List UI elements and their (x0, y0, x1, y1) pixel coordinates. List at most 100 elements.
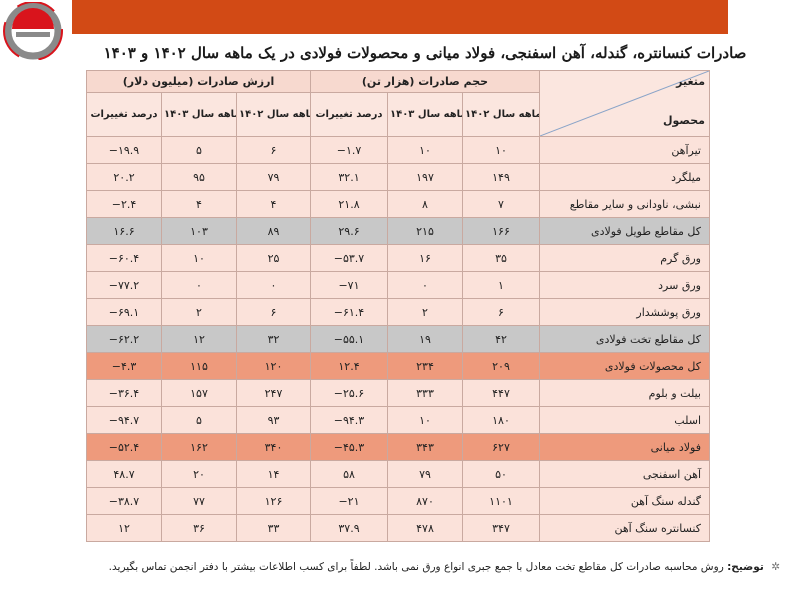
product-name-cell: ورق سرد (539, 271, 710, 299)
table-row: −۴.۳ ۱۱۵ ۱۲۰ ۱۲.۴ ۲۳۴ ۲۰۹ کل محصولات فولادی (86, 352, 710, 380)
value-1402-cell: ۸۹ (236, 217, 311, 245)
product-name-cell: کل مقاطع طویل فولادی (539, 217, 710, 245)
volume-change-cell: ۵۸ (310, 460, 388, 488)
value-change-cell: −۳۸.۷ (86, 487, 162, 515)
volume-1403-cell: ۳۳۳ (387, 379, 463, 407)
volume-1403-cell: ۸۷۰ (387, 487, 463, 515)
volume-1402-cell: ۱۶۶ (462, 217, 540, 245)
product-name-cell: نبشی، ناودانی و سایر مقاطع (539, 190, 710, 218)
volume-change-cell: ۲۱.۸ (310, 190, 388, 218)
table-row: −۷۷.۲ ۰ ۰ −۷۱ ۰ ۱ ورق سرد (86, 271, 710, 299)
volume-change-cell: −۱.۷ (310, 136, 388, 164)
value-1403-cell: ۱۰۳ (161, 217, 237, 245)
volume-change-cell: −۵۳.۷ (310, 244, 388, 272)
table-row: −۹۴.۷ ۵ ۹۳ −۹۴.۳ ۱۰ ۱۸۰ اسلب (86, 406, 710, 434)
volume-1403-cell: ۲۱۵ (387, 217, 463, 245)
volume-1402-cell: ۵۰ (462, 460, 540, 488)
volume-change-cell: −۴۵.۳ (310, 433, 388, 461)
product-label: محصول (662, 114, 705, 127)
value-change-cell: −۲.۴ (86, 190, 162, 218)
footnote: ✲ توضیح: روش محاسبه صادرات کل مقاطع تخت … (20, 557, 780, 579)
value-1403-cell: ۰ (161, 271, 237, 299)
product-name-cell: آهن اسفنجی (539, 460, 710, 488)
product-name-cell: کنسانتره سنگ آهن (539, 514, 710, 542)
product-name-cell: فولاد میانی (539, 433, 710, 461)
value-1403-header: یک ماهه سال ۱۴۰۳ (161, 92, 237, 137)
volume-change-cell: −۵۵.۱ (310, 325, 388, 353)
table-row: ۴۸.۷ ۲۰ ۱۴ ۵۸ ۷۹ ۵۰ آهن اسفنجی (86, 460, 710, 488)
value-change-cell: −۶۰.۴ (86, 244, 162, 272)
volume-1403-cell: ۱۶ (387, 244, 463, 272)
volume-1402-cell: ۱۰ (462, 136, 540, 164)
value-change-cell: ۱۲ (86, 514, 162, 542)
value-1402-cell: ۱۲۰ (236, 352, 311, 380)
volume-1402-cell: ۱۸۰ (462, 406, 540, 434)
volume-1402-cell: ۴۴۷ (462, 379, 540, 407)
volume-1403-cell: ۲۳۴ (387, 352, 463, 380)
value-change-cell: −۳۶.۴ (86, 379, 162, 407)
volume-change-cell: ۳۲.۱ (310, 163, 388, 191)
volume-1402-cell: ۷ (462, 190, 540, 218)
value-1403-cell: ۱۵۷ (161, 379, 237, 407)
volume-change-cell: ۱۲.۴ (310, 352, 388, 380)
volume-change-cell: −۲۵.۶ (310, 379, 388, 407)
product-name-cell: ورق پوششدار (539, 298, 710, 326)
value-change-cell: −۵۲.۴ (86, 433, 162, 461)
variable-label: متغیر (676, 75, 705, 88)
volume-1403-cell: ۷۹ (387, 460, 463, 488)
volume-1402-cell: ۱ (462, 271, 540, 299)
value-1402-cell: ۷۹ (236, 163, 311, 191)
top-accent-bar (72, 0, 728, 34)
value-change-cell: −۷۷.۲ (86, 271, 162, 299)
value-1402-header: یک ماهه سال ۱۴۰۲ (236, 92, 311, 137)
footnote-lead: توضیح: (727, 561, 764, 573)
table-row: −۳۸.۷ ۷۷ ۱۲۶ −۲۱ ۸۷۰ ۱۱۰۱ گندله سنگ آهن (86, 487, 710, 515)
value-1402-cell: ۰ (236, 271, 311, 299)
value-change-cell: −۱۹.۹ (86, 136, 162, 164)
table-row: −۱۹.۹ ۵ ۶ −۱.۷ ۱۰ ۱۰ تیرآهن (86, 136, 710, 164)
value-change-cell: −۶۹.۱ (86, 298, 162, 326)
table-row: ۱۲ ۳۶ ۳۳ ۳۷.۹ ۴۷۸ ۳۴۷ کنسانتره سنگ آهن (86, 514, 710, 542)
volume-1403-cell: ۱۹۷ (387, 163, 463, 191)
value-1402-cell: ۹۳ (236, 406, 311, 434)
volume-1402-cell: ۶ (462, 298, 540, 326)
volume-change-cell: ۲۹.۶ (310, 217, 388, 245)
table-row: −۶۹.۱ ۲ ۶ −۶۱.۴ ۲ ۶ ورق پوششدار (86, 298, 710, 326)
product-name-cell: اسلب (539, 406, 710, 434)
value-change-cell: ۲۰.۲ (86, 163, 162, 191)
table-row: ۱۶.۶ ۱۰۳ ۸۹ ۲۹.۶ ۲۱۵ ۱۶۶ کل مقاطع طویل فولادی (86, 217, 710, 245)
association-logo-icon (2, 1, 64, 61)
value-1402-cell: ۳۳ (236, 514, 311, 542)
product-name-cell: کل مقاطع تخت فولادی (539, 325, 710, 353)
value-group-header: ارزش صادرات (میلیون دلار) (86, 70, 311, 93)
value-1403-cell: ۱۱۵ (161, 352, 237, 380)
volume-1403-cell: ۱۹ (387, 325, 463, 353)
page-title: صادرات کنسانتره، گندله، آهن اسفنجی، فولا… (103, 44, 747, 62)
volume-change-header: درصد تغییرات (310, 92, 388, 137)
volume-1403-cell: ۳۴۳ (387, 433, 463, 461)
value-1403-cell: ۱۰ (161, 244, 237, 272)
value-1403-cell: ۵ (161, 406, 237, 434)
value-1402-cell: ۲۴۷ (236, 379, 311, 407)
value-1403-cell: ۹۵ (161, 163, 237, 191)
product-name-cell: کل محصولات فولادی (539, 352, 710, 380)
volume-1403-cell: ۰ (387, 271, 463, 299)
value-1402-cell: ۳۲ (236, 325, 311, 353)
corner-header: متغیر محصول (539, 70, 710, 137)
volume-1403-cell: ۸ (387, 190, 463, 218)
value-1403-cell: ۵ (161, 136, 237, 164)
value-change-header: درصد تغییرات (86, 92, 162, 137)
table-row: −۶۲.۲ ۱۲ ۳۲ −۵۵.۱ ۱۹ ۴۲ کل مقاطع تخت فولادی (86, 325, 710, 353)
export-table: ارزش صادرات (میلیون دلار) حجم صادرات (هز… (86, 70, 710, 542)
table-row: −۳۶.۴ ۱۵۷ ۲۴۷ −۲۵.۶ ۳۳۳ ۴۴۷ بیلت و بلوم (86, 379, 710, 407)
volume-group-header: حجم صادرات (هزار تن) (310, 70, 540, 93)
footnote-text: روش محاسبه صادرات کل مقاطع تخت معادل با … (108, 561, 724, 573)
value-change-cell: ۱۶.۶ (86, 217, 162, 245)
table-row: −۵۲.۴ ۱۶۲ ۳۴۰ −۴۵.۳ ۳۴۳ ۶۲۷ فولاد میانی (86, 433, 710, 461)
product-name-cell: میلگرد (539, 163, 710, 191)
value-change-cell: −۴.۳ (86, 352, 162, 380)
value-1403-cell: ۲ (161, 298, 237, 326)
value-1403-cell: ۲۰ (161, 460, 237, 488)
product-name-cell: گندله سنگ آهن (539, 487, 710, 515)
product-name-cell: ورق گرم (539, 244, 710, 272)
